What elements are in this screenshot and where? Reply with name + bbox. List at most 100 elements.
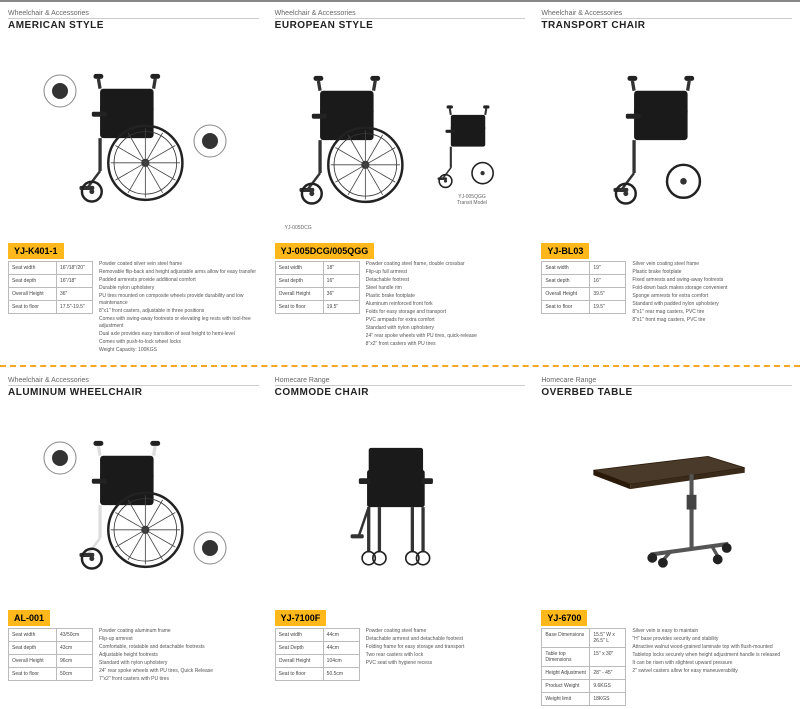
desc-line: Detachable footrest [366, 277, 526, 284]
desc-line: Dual axle provides easy transition of se… [99, 331, 259, 338]
desc-line: 24" rear spoke wheels with PU tires, Qui… [99, 668, 259, 675]
spec-row: Weight limit18KGS [541, 692, 626, 706]
spec-key: Product Weight [542, 680, 590, 692]
spec-value: 18" [324, 262, 359, 274]
dashed-divider [0, 365, 800, 367]
desc-line: Standard with nylon upholstery [99, 660, 259, 667]
spec-row: Seat width44cm [275, 628, 360, 642]
spec-value: 16" [590, 275, 625, 287]
spec-value: 16" [324, 275, 359, 287]
desc-line: Adjustable height footrests [99, 652, 259, 659]
product-image [541, 398, 792, 608]
model-code: YJ-7100F [275, 610, 327, 626]
product-title: TRANSPORT CHAIR [541, 20, 792, 31]
product-image: YJ-005QGGTransit ModelYJ-005DCG [275, 31, 526, 241]
spec-key: Seat to floor [276, 301, 324, 313]
desc-line: Attractive walnut wood-grained laminate … [632, 644, 792, 651]
spec-value: 9.6KGS [590, 680, 625, 692]
product-title: OVERBED TABLE [541, 387, 792, 398]
spec-value: 96cm [57, 655, 92, 667]
spec-row: Overall Height36" [8, 287, 93, 301]
spec-key: Seat width [542, 262, 590, 274]
spec-row: Seat depth43cm [8, 641, 93, 655]
product-title: AMERICAN STYLE [8, 20, 259, 31]
desc-line: 8"x1" front casters, adjustable in three… [99, 308, 259, 315]
desc-line: PU tires mounted on composite wheels pro… [99, 293, 259, 307]
specs-table: Seat width44cmSeat Depth44cmOverall Heig… [275, 628, 360, 680]
overbed-table-icon [577, 433, 757, 573]
specs-table: Seat width19"Seat depth16"Overall Height… [541, 261, 626, 325]
spec-key: Overall Height [542, 288, 590, 300]
spec-key: Seat to floor [9, 668, 57, 680]
spec-value: 44cm [324, 642, 359, 654]
desc-line: Detachable armrest and detachable footre… [366, 636, 526, 643]
detail-callout-icon [43, 441, 77, 475]
desc-line: Plastic brake footplate [366, 293, 526, 300]
catalog-page: Wheelchair & Accessories AMERICAN STYLE … [0, 0, 800, 709]
desc-line: Aluminum reinforced front fork [366, 301, 526, 308]
description-list: Silver vein coating steel framePlastic b… [632, 261, 792, 325]
product-image [8, 31, 259, 241]
model-code: AL-001 [8, 610, 50, 626]
model-code: YJ-K401-1 [8, 243, 64, 259]
product-cell: Homecare Range OVERBED TABLE YJ-6700 Bas… [533, 373, 800, 709]
spec-value: 104cm [324, 655, 359, 667]
desc-line: Weight Capacity: 100KGS [99, 347, 259, 354]
desc-line: Steel handle rim [366, 285, 526, 292]
product-details: Seat width18"Seat depth16"Overall Height… [275, 261, 526, 349]
spec-row: Seat depth16"/18" [8, 274, 93, 288]
spec-key: Overall Height [276, 288, 324, 300]
desc-line: Comfortable, rotatable and detachable fo… [99, 644, 259, 651]
spec-key: Seat depth [542, 275, 590, 287]
product-row-1: Wheelchair & Accessories AMERICAN STYLE … [0, 6, 800, 359]
category-label: Wheelchair & Accessories [275, 10, 526, 19]
detail-callout-icon [193, 124, 227, 158]
spec-key: Seat width [9, 629, 57, 641]
specs-table: Seat width16"/18"/20"Seat depth16"/18"Ov… [8, 261, 93, 355]
desc-line: Silver vein is easy to maintain [632, 628, 792, 635]
spec-row: Seat to floor17.5"-19.5" [8, 300, 93, 314]
desc-line: 8"x1" rear mag casters, PVC tire [632, 309, 792, 316]
spec-value: 50.5cm [324, 668, 359, 680]
spec-row: Seat width43/50cm [8, 628, 93, 642]
desc-line: Flip-up full armrest [366, 269, 526, 276]
description-list: Powder coating aluminum frameFlip-up arm… [99, 628, 259, 684]
desc-line: Fixed armrests and swing-away footrests [632, 277, 792, 284]
category-label: Homecare Range [541, 377, 792, 386]
category-label: Homecare Range [275, 377, 526, 386]
desc-line: Powder coating aluminum frame [99, 628, 259, 635]
spec-value: 39.5" [590, 288, 625, 300]
spec-value: 16"/18"/20" [57, 262, 92, 274]
desc-line: Folds for easy storage and transport [366, 309, 526, 316]
spec-key: Seat width [276, 629, 324, 641]
product-cell: Wheelchair & Accessories EUROPEAN STYLE [267, 6, 534, 359]
desc-line: "H" base provides security and stability [632, 636, 792, 643]
product-cell: Wheelchair & Accessories ALUMINUM WHEELC… [0, 373, 267, 709]
spec-key: Seat width [276, 262, 324, 274]
wheelchair-icon [427, 99, 517, 189]
commode-chair-icon [330, 433, 470, 573]
product-details: Seat width16"/18"/20"Seat depth16"/18"Ov… [8, 261, 259, 355]
description-list: Powder coating steel frameDetachable arm… [366, 628, 526, 680]
desc-line: Silver vein coating steel frame [632, 261, 792, 268]
category-label: Wheelchair & Accessories [8, 10, 259, 19]
spec-value: 44cm [324, 629, 359, 641]
description-list: Powder coating steel frame, double cross… [366, 261, 526, 349]
spec-key: Table top Dimensions [542, 648, 590, 666]
spec-row: Seat to floor50.5cm [275, 667, 360, 681]
product-image [8, 398, 259, 608]
spec-key: Overall Height [9, 655, 57, 667]
spec-key: Seat depth [9, 275, 57, 287]
category-label: Wheelchair & Accessories [8, 377, 259, 386]
desc-line: Folding frame for easy storage and trans… [366, 644, 526, 651]
detail-callout-icon [43, 74, 77, 108]
spec-key: Seat depth [9, 642, 57, 654]
spec-value: 15.5" W x 26.5" L [590, 629, 625, 647]
desc-line: Padded armrests provide additional comfo… [99, 277, 259, 284]
spec-key: Base Dimensions [542, 629, 590, 647]
spec-row: Seat width16"/18"/20" [8, 261, 93, 275]
specs-table: Base Dimensions15.5" W x 26.5" LTable to… [541, 628, 626, 705]
spec-row: Overall Height39.5" [541, 287, 626, 301]
desc-line: Sponge armrests for extra comfort [632, 293, 792, 300]
spec-value: 18KGS [590, 693, 625, 705]
